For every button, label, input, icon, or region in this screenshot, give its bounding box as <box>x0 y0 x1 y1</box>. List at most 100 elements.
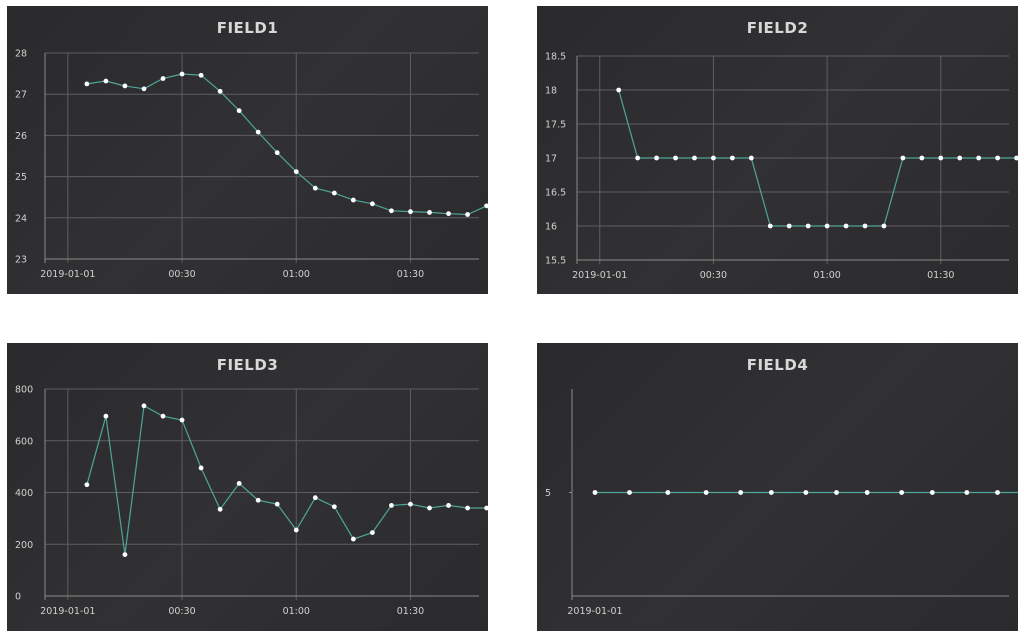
y-tick-label: 800 <box>15 385 33 396</box>
y-tick-label: 200 <box>15 540 33 551</box>
data-point <box>729 155 735 161</box>
data-point <box>312 495 318 501</box>
data-point <box>160 76 166 81</box>
data-point <box>122 552 128 557</box>
x-tick-label: 2019-01-01 <box>40 606 95 617</box>
data-point <box>217 88 223 94</box>
data-point <box>899 490 905 495</box>
chart-panel-field2: FIELD2 15.5 16 16.5 17 17.5 18 18.5 2019-01-01 00… <box>537 6 1018 294</box>
chart-panel-field3: FIELD3 0 200 400 600 800 2019-01-01 00:30 01:00 0… <box>7 343 488 631</box>
data-point <box>331 190 337 196</box>
data-point <box>255 129 261 135</box>
y-tick-label: 23 <box>15 255 27 266</box>
y-tick-label: 26 <box>15 131 27 142</box>
chart-field1: FIELD1 23 24 25 26 27 28 2019-01-01 00:30 01:00 01… <box>15 19 488 280</box>
y-tick-label: 25 <box>15 172 27 183</box>
x-tick-label: 01:00 <box>283 606 310 617</box>
data-point <box>692 155 697 161</box>
data-point <box>236 481 242 486</box>
y-tick-label: 15.5 <box>545 256 566 267</box>
x-tick-label: 01:00 <box>813 270 840 281</box>
data-point <box>881 223 887 229</box>
data-point <box>370 201 375 207</box>
data-point <box>484 203 488 209</box>
data-point <box>703 490 709 495</box>
data-point <box>919 155 925 161</box>
y-tick-label: 18.5 <box>545 52 566 63</box>
x-tick-label: 2019-01-01 <box>567 606 622 617</box>
data-point <box>803 490 809 495</box>
data-point <box>160 413 166 419</box>
chart-title: FIELD3 <box>217 356 279 374</box>
data-point <box>370 530 375 536</box>
data-point <box>465 505 470 511</box>
data-point <box>592 490 598 495</box>
data-point <box>350 536 356 542</box>
y-tick-label: 16 <box>545 222 557 233</box>
data-point <box>103 78 109 84</box>
data-point <box>824 223 830 229</box>
x-tick-label: 2019-01-01 <box>40 269 95 280</box>
data-point <box>293 527 299 533</box>
y-tick-label: 17.5 <box>545 120 566 131</box>
y-tick-label: 24 <box>15 213 27 224</box>
data-point <box>427 210 432 215</box>
data-point <box>122 83 128 89</box>
data-point <box>627 490 632 495</box>
y-tick-label: 0 <box>15 592 21 603</box>
data-point <box>179 71 185 77</box>
data-point <box>331 504 337 510</box>
x-tick-label: 00:30 <box>168 606 195 617</box>
data-point <box>255 497 261 503</box>
data-point <box>408 501 413 507</box>
data-point <box>293 169 299 175</box>
data-point <box>654 155 659 161</box>
series-line <box>618 89 1017 227</box>
data-point <box>274 501 280 507</box>
data-point <box>616 87 622 93</box>
data-point <box>635 155 641 161</box>
chart-panel-field4: FIELD4 5 2019-01-01 <box>537 343 1018 631</box>
x-tick-label: 01:30 <box>397 606 424 617</box>
data-point <box>862 223 868 229</box>
data-point <box>217 506 223 512</box>
data-point <box>389 503 394 508</box>
data-point <box>141 86 147 92</box>
data-point <box>446 211 451 217</box>
data-point <box>141 403 147 409</box>
data-point <box>179 417 185 423</box>
chart-field3: FIELD3 0 200 400 600 800 2019-01-01 00:30 01:00 0… <box>15 356 488 617</box>
x-tick-label: 00:30 <box>700 270 727 281</box>
data-point <box>198 72 204 78</box>
data-point <box>964 490 970 495</box>
data-point <box>389 208 394 214</box>
y-tick-label: 28 <box>15 49 27 60</box>
data-point <box>843 223 849 229</box>
data-point <box>995 155 1001 161</box>
data-point <box>1014 155 1018 161</box>
data-point <box>84 81 90 87</box>
data-point <box>995 490 1000 495</box>
chart-title: FIELD2 <box>747 19 809 37</box>
y-tick-label: 17 <box>545 154 557 165</box>
data-point <box>957 155 963 161</box>
chart-title: FIELD1 <box>217 19 279 37</box>
data-point <box>446 503 451 508</box>
data-point <box>938 155 944 161</box>
data-point <box>484 505 488 511</box>
x-tick-label: 00:30 <box>168 269 195 280</box>
data-point <box>929 490 935 495</box>
x-tick-label: 2019-01-01 <box>572 270 627 281</box>
data-point <box>103 413 109 419</box>
y-tick-label: 400 <box>15 488 33 499</box>
data-point <box>767 223 773 229</box>
y-tick-label: 27 <box>15 90 27 101</box>
data-point <box>711 155 716 161</box>
y-tick-label: 5 <box>545 488 551 499</box>
series-line <box>86 404 487 555</box>
chart-field4: FIELD4 5 2019-01-01 <box>545 356 1018 617</box>
data-point <box>834 490 839 495</box>
data-point <box>805 223 811 229</box>
data-point <box>236 108 242 114</box>
data-point <box>786 223 792 229</box>
